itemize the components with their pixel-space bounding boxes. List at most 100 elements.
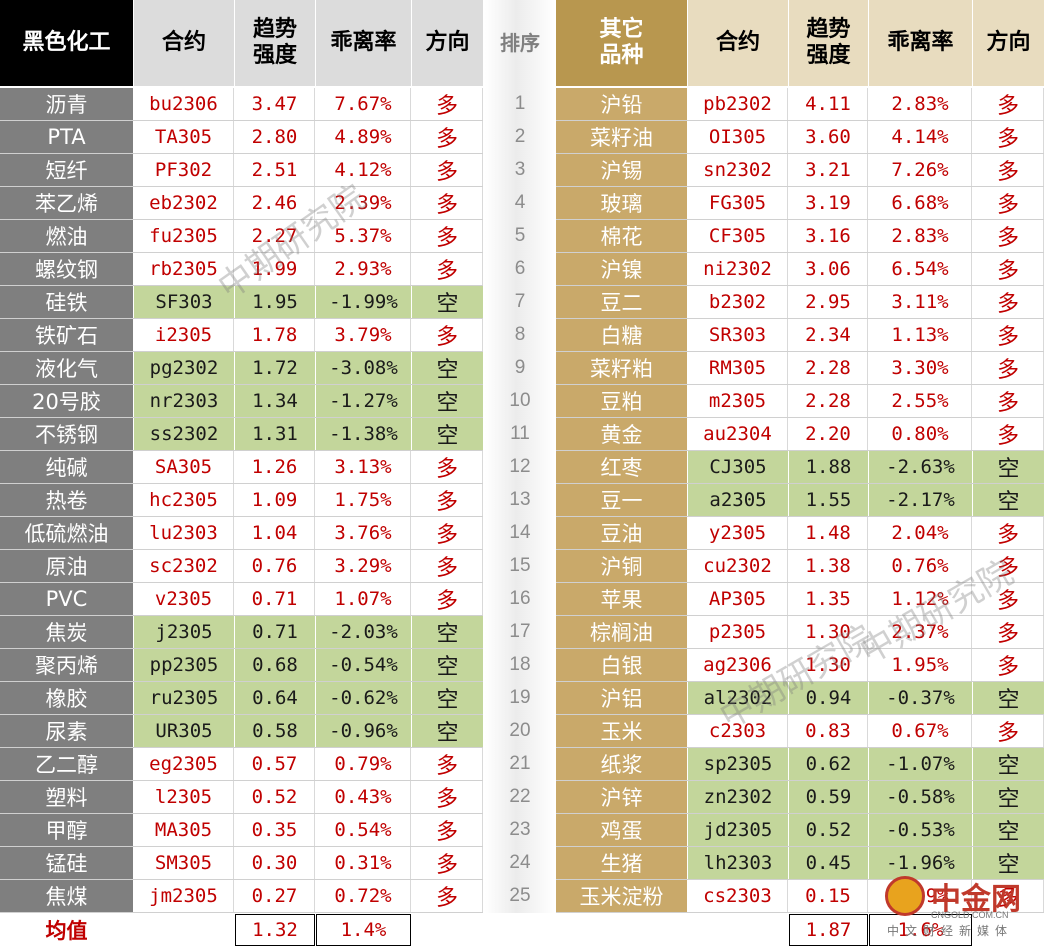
right-trend-cell: 0.52 (789, 814, 868, 846)
right-dev-cell: 6.54% (869, 253, 972, 285)
right-dir-cell: 多 (973, 319, 1044, 351)
right-dev-cell: 4.14% (869, 121, 972, 153)
left-name-cell: 硅铁 (0, 286, 133, 318)
right-code-cell: sn2302 (688, 154, 788, 186)
left-name-cell: 螺纹钢 (0, 253, 133, 285)
logo-text: 中金网 (931, 882, 1021, 917)
rank-cell: 20 (509, 720, 531, 741)
left-name-cell: 焦炭 (0, 616, 133, 648)
left-dev-cell: -2.03% (316, 616, 411, 648)
left-code-cell: j2305 (134, 616, 234, 648)
left-code-cell: jm2305 (134, 880, 234, 912)
average-label: 均值 (45, 918, 88, 943)
left-dir-cell: 空 (412, 418, 483, 450)
right-trend-cell: 0.45 (789, 847, 868, 879)
rank-cell: 16 (509, 588, 531, 609)
left-dir-cell: 空 (412, 616, 483, 648)
rank-cell: 9 (514, 357, 526, 378)
right-trend-cell: 1.88 (789, 451, 868, 483)
left-dev-cell: 0.31% (316, 847, 411, 879)
rank-cell: 3 (514, 159, 526, 180)
left-dev-cell: 1.75% (316, 484, 411, 516)
left-dev-cell: 0.72% (316, 880, 411, 912)
row-divider (556, 648, 1044, 649)
row-divider (556, 582, 1044, 583)
rank-cell: 1 (514, 93, 526, 114)
row-divider (556, 219, 1044, 220)
rank-cell: 18 (509, 654, 531, 675)
header-direction-left: 方向 (412, 0, 483, 86)
left-trend-cell: 1.04 (235, 517, 315, 549)
right-name-cell: 纸浆 (556, 748, 687, 780)
left-name-cell: 不锈钢 (0, 418, 133, 450)
right-dir-cell: 多 (973, 517, 1044, 549)
row-divider (556, 417, 1044, 418)
right-trend-cell: 1.55 (789, 484, 868, 516)
left-code-cell: v2305 (134, 583, 234, 615)
right-code-cell: au2304 (688, 418, 788, 450)
left-dev-cell: -0.62% (316, 682, 411, 714)
left-name-cell: PTA (0, 121, 133, 153)
right-dir-cell: 多 (973, 88, 1044, 120)
left-dev-cell: 3.29% (316, 550, 411, 582)
rank-cell: 17 (509, 621, 531, 642)
right-dir-cell: 空 (973, 748, 1044, 780)
right-name-cell: 红枣 (556, 451, 687, 483)
rank-cell: 25 (509, 885, 531, 906)
left-dev-cell: 4.12% (316, 154, 411, 186)
left-trend-cell: 0.68 (235, 649, 315, 681)
rank-cell: 11 (510, 423, 530, 444)
left-dev-cell: 2.39% (316, 187, 411, 219)
right-code-cell: c2303 (688, 715, 788, 747)
right-trend-cell: 1.48 (789, 517, 868, 549)
right-name-cell: 白银 (556, 649, 687, 681)
right-dir-cell: 多 (973, 154, 1044, 186)
left-dev-cell: 1.07% (316, 583, 411, 615)
right-dev-cell: 1.13% (869, 319, 972, 351)
logo-sub: CNGOLD.COM.CN (931, 910, 1009, 920)
row-divider (556, 747, 1044, 748)
left-dev-cell: -1.99% (316, 286, 411, 318)
left-trend-cell: 0.71 (235, 583, 315, 615)
left-dev-cell: 0.79% (316, 748, 411, 780)
right-dir-cell: 空 (973, 847, 1044, 879)
right-code-cell: al2302 (688, 682, 788, 714)
row-divider (0, 780, 483, 781)
left-dir-cell: 空 (412, 649, 483, 681)
left-name-cell: 沥青 (0, 88, 133, 120)
right-dir-cell: 多 (973, 550, 1044, 582)
left-trend-cell: 1.26 (235, 451, 315, 483)
right-trend-cell: 2.28 (789, 385, 868, 417)
right-name-cell: 沪铜 (556, 550, 687, 582)
left-code-cell: i2305 (134, 319, 234, 351)
left-code-cell: lu2303 (134, 517, 234, 549)
row-divider (0, 318, 483, 319)
right-dev-cell: -1.07% (869, 748, 972, 780)
right-dev-cell: 0.76% (869, 550, 972, 582)
right-dev-cell: 1.12% (869, 583, 972, 615)
row-divider (556, 351, 1044, 352)
left-dir-cell: 多 (412, 88, 483, 120)
rank-cell: 23 (509, 819, 531, 840)
left-dir-cell: 多 (412, 154, 483, 186)
right-dir-cell: 空 (973, 484, 1044, 516)
left-trend-cell: 0.58 (235, 715, 315, 747)
row-divider (556, 813, 1044, 814)
header-trend-right: 趋势 强度 (789, 0, 868, 86)
left-dir-cell: 多 (412, 451, 483, 483)
right-dir-cell: 空 (973, 781, 1044, 813)
left-dir-cell: 多 (412, 814, 483, 846)
right-name-cell: 菜籽油 (556, 121, 687, 153)
row-divider (556, 714, 1044, 715)
right-name-cell: 豆一 (556, 484, 687, 516)
header-contract-right: 合约 (688, 0, 788, 86)
right-code-cell: m2305 (688, 385, 788, 417)
right-name-cell: 棉花 (556, 220, 687, 252)
row-divider (556, 483, 1044, 484)
left-code-cell: PF302 (134, 154, 234, 186)
row-divider (556, 615, 1044, 616)
row-divider (0, 384, 483, 385)
right-code-cell: jd2305 (688, 814, 788, 846)
right-code-cell: y2305 (688, 517, 788, 549)
